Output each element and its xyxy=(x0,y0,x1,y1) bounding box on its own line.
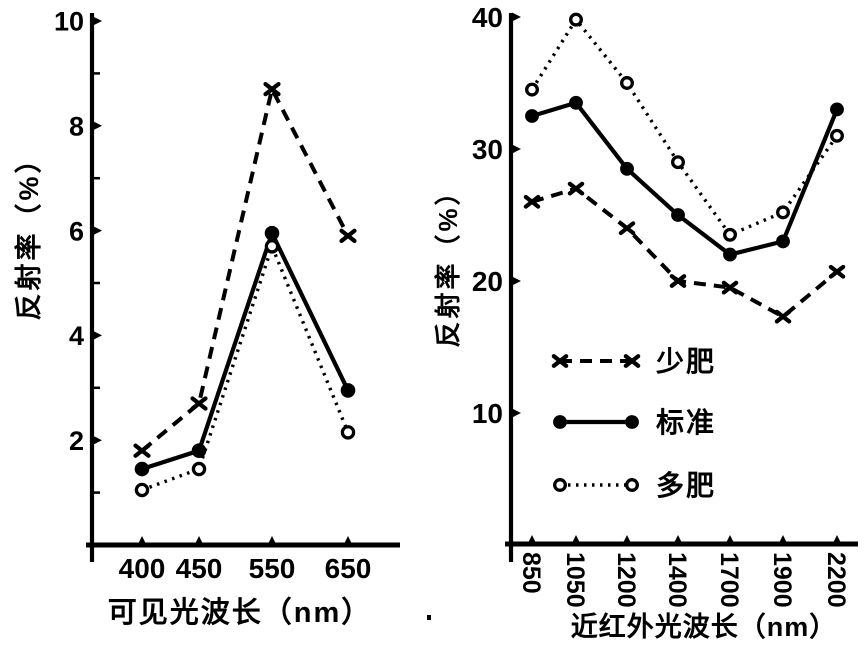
y-tick xyxy=(93,435,102,445)
x-tick-label: 1200 xyxy=(612,552,640,608)
y-tick-label: 20 xyxy=(472,266,503,297)
y-tick xyxy=(512,12,521,22)
x-marker xyxy=(623,354,641,368)
y-tick xyxy=(512,144,521,154)
x-tick-label: 1700 xyxy=(715,552,743,608)
legend-label: 多肥 xyxy=(656,470,716,501)
filled-circle-marker xyxy=(830,102,844,117)
near-infrared-chart-canvas: 反射率（%） 近红外光波长（nm） 10 20 30 40 850 1050 1200 140… xyxy=(433,2,858,642)
filled-circle-marker xyxy=(625,415,639,429)
series-line-dotted xyxy=(141,241,350,492)
filled-circle-marker xyxy=(620,161,634,176)
open-circle-marker xyxy=(264,239,280,254)
y-tick xyxy=(93,121,102,131)
open-circle-marker xyxy=(830,128,844,143)
x-tick xyxy=(622,535,632,544)
y-tick-label: 10 xyxy=(54,7,84,37)
x-tick xyxy=(778,535,788,544)
open-circle-marker xyxy=(723,227,737,242)
x-tick-label: 1050 xyxy=(561,552,589,608)
left-y-axis-label: 反射率（%） xyxy=(13,143,44,320)
legend-label: 标准 xyxy=(656,407,716,438)
open-circle-marker xyxy=(671,155,685,170)
x-tick xyxy=(725,535,735,544)
x-tick-label: 450 xyxy=(176,553,223,584)
x-tick xyxy=(267,536,277,545)
filled-circle-marker xyxy=(340,383,356,398)
x-tick-label: 1400 xyxy=(663,552,691,608)
open-circle-marker xyxy=(625,478,639,492)
x-marker xyxy=(669,274,687,288)
filled-circle-marker xyxy=(134,461,150,477)
visible-light-chart-canvas: 反射率（%） 可见光波长（nm） 2 4 6 8 10 400 450 550 650 xyxy=(13,7,400,629)
series-line-solid xyxy=(531,100,839,257)
x-marker xyxy=(618,221,636,236)
x-tick-label: 2200 xyxy=(822,552,850,608)
open-circle-marker xyxy=(525,82,539,97)
x-tick-label: 550 xyxy=(249,553,296,584)
x-marker xyxy=(567,181,585,196)
open-circle-marker xyxy=(134,482,150,498)
filled-circle-marker xyxy=(569,95,583,110)
y-tick-label: 40 xyxy=(472,2,503,33)
x-tick xyxy=(137,536,147,545)
x-marker xyxy=(828,264,846,279)
filled-circle-marker xyxy=(264,225,280,241)
legend-label: 少肥 xyxy=(656,346,716,377)
left-x-axis-label: 可见光波长（nm） xyxy=(108,596,373,629)
ink-speck xyxy=(427,615,431,620)
filled-circle-marker xyxy=(671,208,685,222)
near-infrared-chart: 反射率（%） 近红外光波长（nm） 10 20 30 40 850 1050 1200 140… xyxy=(432,0,864,647)
x-marker xyxy=(339,228,357,244)
right-x-axis-label: 近红外光波长（nm） xyxy=(571,611,838,642)
right-y-axis-label: 反射率（%） xyxy=(433,176,463,347)
x-tick xyxy=(343,536,353,545)
x-tick xyxy=(194,536,204,545)
x-marker xyxy=(774,309,792,324)
series-line-dotted xyxy=(530,16,839,237)
y-tick xyxy=(512,276,521,286)
x-marker xyxy=(263,81,281,97)
open-circle-marker xyxy=(553,478,567,492)
y-tick-label: 8 xyxy=(69,112,84,142)
y-tick-label: 30 xyxy=(472,134,503,165)
x-tick-label: 850 xyxy=(517,552,545,594)
filled-circle-marker xyxy=(191,443,207,458)
visible-light-chart: 反射率（%） 可见光波长（nm） 2 4 6 8 10 400 450 550 650 xyxy=(13,7,400,629)
y-tick-label: 6 xyxy=(69,216,84,246)
y-tick xyxy=(93,330,102,340)
x-tick xyxy=(673,535,683,544)
series-line-solid xyxy=(141,227,350,472)
x-marker xyxy=(190,396,208,411)
x-marker xyxy=(721,280,739,295)
filled-circle-marker xyxy=(525,109,539,123)
y-tick xyxy=(93,16,102,26)
y-tick xyxy=(512,408,521,418)
open-circle-marker xyxy=(191,461,207,477)
y-tick-label: 2 xyxy=(69,426,84,456)
y-tick-label: 10 xyxy=(472,398,503,429)
filled-circle-marker xyxy=(723,247,737,262)
open-circle-marker xyxy=(620,76,634,90)
x-tick xyxy=(832,535,842,544)
open-circle-marker xyxy=(340,425,356,440)
x-marker xyxy=(133,443,151,458)
x-marker xyxy=(551,354,569,368)
x-marker xyxy=(523,194,541,209)
x-tick-label: 1900 xyxy=(768,552,796,608)
open-circle-marker xyxy=(569,12,583,27)
series-line-dashed xyxy=(531,186,839,320)
x-tick xyxy=(571,535,581,544)
y-tick-label: 4 xyxy=(69,321,84,351)
open-circle-marker xyxy=(776,205,790,220)
series-line-dashed xyxy=(140,83,350,453)
x-tick xyxy=(527,535,537,544)
x-tick-label: 650 xyxy=(325,553,372,584)
y-tick xyxy=(93,226,102,236)
filled-circle-marker xyxy=(776,234,790,249)
x-tick-label: 400 xyxy=(119,553,166,584)
filled-circle-marker xyxy=(553,415,567,429)
